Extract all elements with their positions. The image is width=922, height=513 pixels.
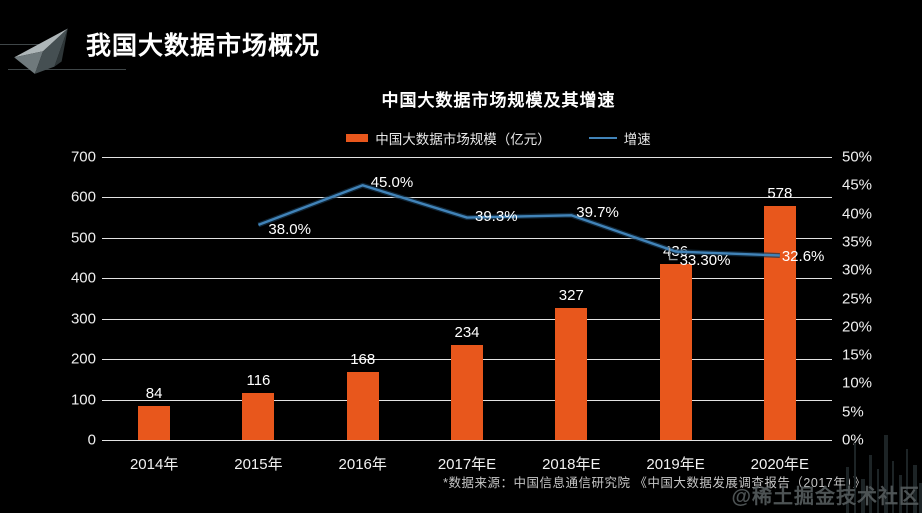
line-point-label: 39.3% <box>475 207 518 225</box>
y-axis-label-left: 400 <box>70 269 96 287</box>
bar-value-label: 84 <box>145 385 163 403</box>
y-axis-label-left: 300 <box>70 310 96 328</box>
bar-value-label: 116 <box>246 372 271 390</box>
bar <box>138 406 171 440</box>
legend-item-line: 增速 <box>588 128 651 148</box>
line-swatch-icon <box>588 137 617 139</box>
city-bar <box>846 467 849 513</box>
city-bar <box>854 443 856 513</box>
bar-swatch-icon <box>346 134 369 142</box>
x-axis-label: 2020年E <box>750 456 810 473</box>
x-axis-label: 2016年 <box>338 456 387 473</box>
legend-label: 中国大数据市场规模（亿元） <box>375 132 551 147</box>
bar <box>346 372 379 440</box>
page-title: 我国大数据市场概况 <box>86 32 321 60</box>
x-axis-label: 2019年E <box>646 456 705 473</box>
y-axis-label-left: 0 <box>87 431 96 449</box>
bar <box>451 345 483 440</box>
y-axis-label-right: 45% <box>842 176 873 194</box>
line-point-label: 33.30% <box>679 251 731 269</box>
y-axis-label-right: 20% <box>842 318 873 336</box>
y-axis-label-left: 200 <box>70 350 96 368</box>
y-axis-label-right: 35% <box>842 233 873 251</box>
growth-line-glow <box>257 182 780 258</box>
gridline <box>102 278 832 280</box>
bar-value-label: 327 <box>558 286 584 304</box>
y-axis-label-left: 100 <box>70 391 96 409</box>
y-axis-label-right: 30% <box>842 261 873 279</box>
y-axis-label-right: 15% <box>842 346 873 364</box>
y-axis-label-right: 0% <box>842 431 864 449</box>
y-axis-label-left: 500 <box>70 229 96 247</box>
bar-value-label: 578 <box>767 185 793 203</box>
chart-legend: 中国大数据市场规模（亿元） 增速 <box>75 128 922 148</box>
line-point-label: 32.6% <box>781 248 825 266</box>
x-axis-label: 2017年E <box>437 456 497 473</box>
city-bar <box>899 475 902 513</box>
chart-title: 中国大数据市场规模及其增速 <box>381 91 616 110</box>
city-bar <box>877 469 879 513</box>
y-axis-label-right: 5% <box>842 403 864 421</box>
growth-line <box>258 184 780 257</box>
y-axis-label-right: 25% <box>842 290 873 307</box>
header-decor-line <box>0 44 62 45</box>
bar-value-label: 168 <box>350 351 376 369</box>
city-bar <box>906 449 908 513</box>
line-point-label: 38.0% <box>268 220 311 238</box>
gridline <box>102 157 832 158</box>
x-axis-label: 2018年E <box>542 456 601 473</box>
bar <box>555 307 588 440</box>
city-bar <box>919 483 922 513</box>
bar-value-label: 234 <box>454 324 480 342</box>
line-point-label: 45.0% <box>370 174 414 192</box>
line-point-label: 39.7% <box>576 204 619 222</box>
city-bar <box>884 435 888 513</box>
source-footnote: *数据来源：中国信息通信研究院 《中国大数据发展调查报告（2017年）》 <box>443 476 866 490</box>
bar <box>763 206 796 440</box>
city-bar <box>869 455 872 513</box>
y-axis-label-right: 40% <box>842 205 873 223</box>
x-axis-label: 2015年 <box>234 456 283 473</box>
gridline <box>102 197 832 199</box>
city-bar <box>861 479 865 513</box>
gridline <box>102 440 832 441</box>
origami-plane-icon <box>14 28 68 74</box>
gridline <box>102 318 832 320</box>
y-axis-label-right: 50% <box>842 148 873 166</box>
legend-label: 增速 <box>623 132 651 147</box>
legend-item-bar: 中国大数据市场规模（亿元） <box>346 128 551 148</box>
header-decor-line <box>8 69 126 70</box>
bar <box>242 393 275 440</box>
bar <box>659 263 692 440</box>
y-axis-label-left: 700 <box>70 148 96 166</box>
y-axis-label-right: 10% <box>842 374 873 392</box>
x-axis-label: 2014年 <box>129 456 179 473</box>
city-bar <box>892 461 894 513</box>
gridline <box>102 237 832 239</box>
watermark: @稀土掘金技术社区 <box>731 486 920 508</box>
city-bar <box>913 465 917 513</box>
y-axis-label-left: 600 <box>70 188 96 206</box>
